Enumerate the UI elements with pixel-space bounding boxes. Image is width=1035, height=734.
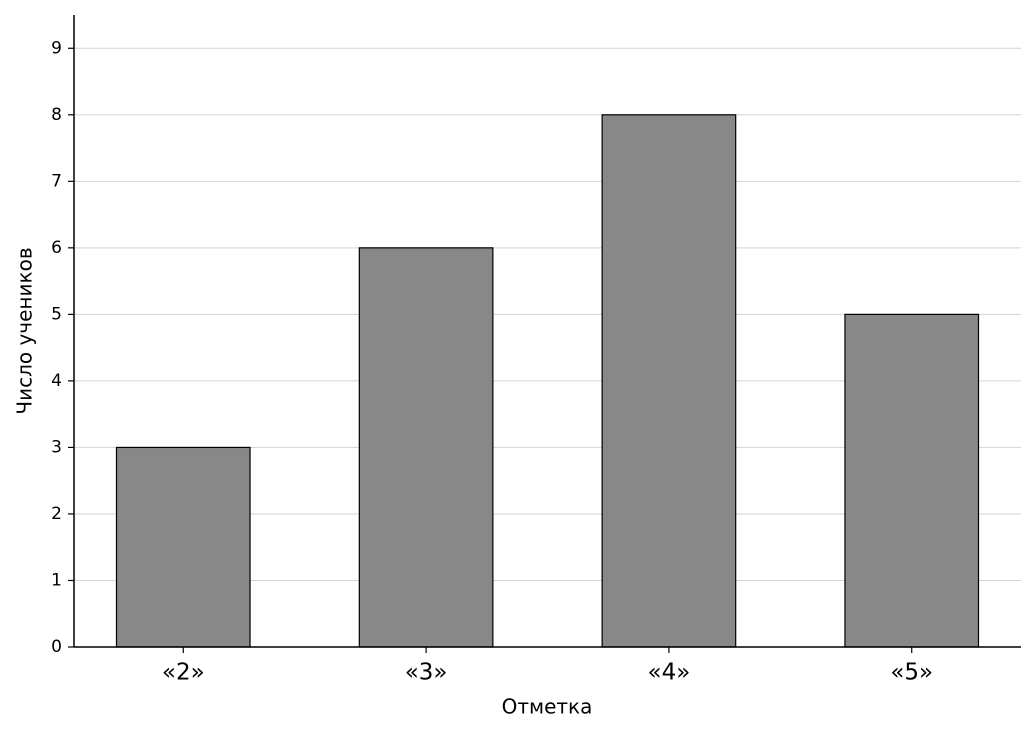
bar [358,247,494,648]
bar [115,446,251,648]
x-tick-label: «3» [405,660,448,686]
bar [601,114,737,648]
bar [844,313,980,648]
x-tick-label: «4» [648,660,691,686]
y-tick-label: 7 [51,171,62,191]
y-axis-label: Число учеников [13,247,37,414]
y-tick-label: 4 [51,371,62,391]
x-axis-label: Отметка [502,695,593,719]
x-tick-label: «5» [890,660,933,686]
y-tick-label: 0 [51,637,62,657]
y-tick-label: 5 [51,304,62,324]
y-tick-label: 3 [51,437,62,457]
x-tick-label: «2» [162,660,205,686]
y-tick-label: 9 [51,38,62,58]
y-tick-label: 2 [51,504,62,524]
y-tick-label: 1 [51,570,62,590]
y-tick-label: 8 [51,105,62,125]
y-tick-label: 6 [51,238,62,258]
